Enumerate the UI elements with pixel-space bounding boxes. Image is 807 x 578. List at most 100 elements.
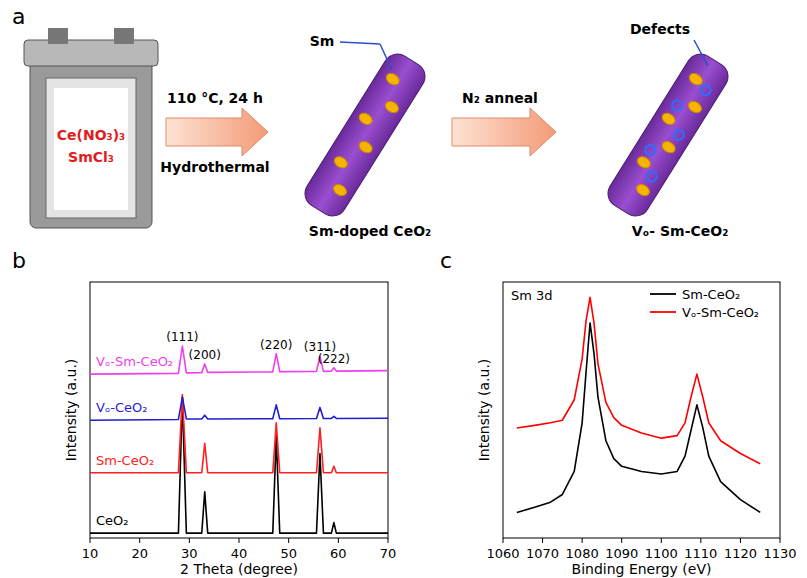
x-tick-label: 30: [181, 546, 198, 561]
data-layer: [90, 346, 388, 533]
x-tick-label: 1100: [645, 546, 678, 561]
x-tick-label: 1090: [605, 546, 638, 561]
rod-body: [603, 49, 734, 222]
series-line: [517, 323, 760, 512]
x-tick: [189, 538, 190, 543]
sm-dopant: [384, 71, 401, 87]
x-tick: [740, 538, 741, 543]
label: Ce(NO₃)₃: [57, 127, 125, 143]
x-tick: [780, 538, 781, 543]
autoclave-liner: [46, 78, 136, 218]
defect: [644, 143, 658, 157]
sm-dopant: [687, 71, 704, 87]
label: Sm: [310, 33, 335, 49]
x-tick-label: 1110: [684, 546, 717, 561]
rod-body: [300, 49, 431, 222]
sm-dopant: [332, 154, 349, 170]
x-tick-label: 1130: [763, 546, 796, 561]
nanorod: [603, 49, 734, 222]
sm-dopant: [634, 182, 651, 198]
sm-dopant: [357, 139, 374, 155]
chart: 102030405060702 Theta (degree)Intensity …: [63, 282, 396, 577]
x-tick: [90, 538, 91, 543]
x-tick: [700, 538, 701, 543]
x-tick: [139, 538, 140, 543]
x-tick: [338, 538, 339, 543]
label: Vₒ- Sm-CeO₂: [632, 223, 729, 239]
chart-title: Sm 3d: [511, 288, 553, 303]
legend-swatch: [650, 311, 676, 313]
sm-dopant: [331, 182, 348, 198]
sm-dopant: [686, 99, 703, 115]
sm-dopant: [660, 139, 677, 155]
autoclave-inner: [54, 88, 128, 210]
pointer: [380, 44, 392, 70]
panel-letter: c: [440, 248, 452, 273]
x-tick-label: 20: [131, 546, 148, 561]
x-tick-label: 1120: [724, 546, 757, 561]
diagram: Ce(NO₃)₃ SmCl₃ 110 °C, 24 h Hydrothermal Sm S…: [24, 21, 733, 239]
x-tick-label: 70: [380, 546, 397, 561]
defect: [672, 128, 686, 142]
x-tick: [621, 538, 622, 543]
label: N₂ anneal: [462, 90, 538, 106]
label: 110 °C, 24 h: [167, 90, 263, 106]
legend-entry: Vₒ-Sm-CeO₂: [682, 305, 759, 320]
figure: a b c Ce(NO₃)₃ SmCl₃ 110 °C, 24 h Hydrothermal…: [0, 0, 807, 578]
label: Defects: [630, 21, 690, 37]
arrow: [166, 108, 268, 156]
x-tick: [288, 538, 289, 543]
label: Hydrothermal: [160, 159, 269, 175]
series-line: [517, 297, 760, 463]
x-tick-label: 40: [231, 546, 248, 561]
autoclave-cap: [24, 40, 158, 66]
y-axis-title: Intensity (a.u.): [476, 359, 492, 462]
plot-frame: [503, 282, 780, 538]
data-layer: [517, 297, 760, 512]
x-axis-title: 2 Theta (degree): [180, 561, 298, 577]
x-tick: [661, 538, 662, 543]
pointer: [340, 42, 380, 44]
label: SmCl₃: [68, 149, 114, 165]
sm-dopant: [383, 99, 400, 115]
plot-frame: [90, 282, 388, 538]
panel-letter: b: [12, 248, 26, 273]
sm-dopant: [357, 111, 374, 127]
series-line: [90, 397, 388, 533]
series-line: [90, 346, 388, 374]
x-tick: [239, 538, 240, 543]
x-tick: [388, 538, 389, 543]
arrow: [452, 108, 556, 156]
nanorod: [300, 49, 431, 222]
pointer: [694, 40, 708, 66]
series-label: Vₒ-CeO₂: [96, 400, 147, 415]
x-tick-label: 50: [280, 546, 297, 561]
defect: [670, 98, 684, 112]
series-label: Vₒ-Sm-CeO₂: [96, 354, 173, 369]
label: Sm-doped CeO₂: [309, 223, 431, 239]
peak-label: (200): [189, 348, 221, 362]
legend-entry: Sm-CeO₂: [682, 287, 740, 302]
x-tick: [582, 538, 583, 543]
peak-label: (220): [260, 338, 292, 352]
panel-letter: a: [12, 4, 25, 29]
series-label: CeO₂: [96, 513, 129, 528]
sm-dopant: [635, 154, 652, 170]
peak-label: (222): [318, 352, 350, 366]
defect: [645, 170, 659, 184]
autoclave-bolt: [48, 28, 68, 44]
y-axis-title: Intensity (a.u.): [63, 359, 79, 462]
x-tick-label: 1080: [566, 546, 599, 561]
peak-label: (111): [166, 330, 198, 344]
x-axis-title: Binding Energy (eV): [572, 561, 712, 577]
legend-swatch: [650, 293, 676, 295]
series-line: [90, 397, 388, 420]
series-label: Sm-CeO₂: [96, 453, 154, 468]
x-tick-label: 10: [82, 546, 99, 561]
x-tick-label: 1070: [526, 546, 559, 561]
chart: 10601070108010901100111011201130Binding …: [476, 282, 797, 577]
autoclave-bolt: [114, 28, 134, 44]
autoclave-body: [30, 48, 152, 228]
sm-dopant: [660, 111, 677, 127]
defect: [699, 83, 713, 97]
